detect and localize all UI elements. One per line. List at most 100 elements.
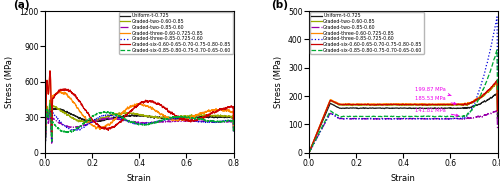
Graded-two-0.85-0.60 bbox=[42, 150, 48, 152]
Uniform-t-0.725 bbox=[190, 116, 196, 118]
Graded-two-0.85-0.60 bbox=[398, 118, 404, 120]
Graded-six-0.85-0.80-0.75-0.70-0.65-0.60 bbox=[42, 150, 48, 152]
Graded-two-0.60-0.85 bbox=[47, 99, 53, 101]
Uniform-t-0.725 bbox=[489, 97, 495, 99]
Graded-two-0.60-0.85 bbox=[306, 151, 312, 153]
Text: (b): (b) bbox=[271, 0, 288, 10]
Y-axis label: Stress (MPa): Stress (MPa) bbox=[274, 56, 282, 108]
Graded-two-0.85-0.60 bbox=[494, 110, 500, 112]
Line: Graded-three-0.60-0.725-0.85: Graded-three-0.60-0.725-0.85 bbox=[45, 71, 234, 149]
Graded-three-0.85-0.725-0.60 bbox=[316, 134, 322, 136]
Graded-six-0.85-0.80-0.75-0.70-0.65-0.60 bbox=[392, 116, 398, 118]
Line: Uniform-t-0.725: Uniform-t-0.725 bbox=[45, 106, 234, 151]
Graded-three-0.60-0.725-0.85 bbox=[230, 126, 236, 129]
Graded-six-0.85-0.80-0.75-0.70-0.65-0.60 bbox=[190, 117, 196, 119]
Graded-two-0.60-0.85 bbox=[489, 87, 495, 89]
Text: 185.53 MPa: 185.53 MPa bbox=[415, 96, 456, 105]
Graded-two-0.60-0.85 bbox=[489, 87, 495, 89]
Graded-two-0.60-0.85 bbox=[129, 112, 135, 115]
Text: 199.87 MPa: 199.87 MPa bbox=[415, 87, 451, 96]
Graded-six-0.85-0.80-0.75-0.70-0.65-0.60 bbox=[225, 119, 231, 121]
Graded-six-0.60-0.65-0.70-0.75-0.80-0.85 bbox=[489, 85, 495, 88]
Y-axis label: Stress (MPa): Stress (MPa) bbox=[5, 56, 14, 108]
Line: Graded-six-0.85-0.80-0.75-0.70-0.65-0.60: Graded-six-0.85-0.80-0.75-0.70-0.65-0.60 bbox=[309, 50, 498, 153]
Graded-three-0.60-0.725-0.85 bbox=[316, 128, 322, 130]
Graded-two-0.85-0.60 bbox=[52, 118, 58, 120]
Graded-three-0.60-0.725-0.85 bbox=[52, 93, 58, 96]
Graded-three-0.85-0.725-0.60 bbox=[392, 117, 398, 120]
Graded-three-0.85-0.725-0.60 bbox=[398, 118, 404, 120]
Legend: Uniform-t-0.725, Graded-two-0.60-0.85, Graded-two-0.85-0.60, Graded-three-0.60-0: Uniform-t-0.725, Graded-two-0.60-0.85, G… bbox=[310, 12, 424, 54]
Graded-three-0.85-0.725-0.60 bbox=[489, 40, 495, 43]
Graded-six-0.85-0.80-0.75-0.70-0.65-0.60 bbox=[225, 119, 231, 121]
Graded-six-0.60-0.65-0.70-0.75-0.80-0.85 bbox=[134, 105, 140, 107]
Line: Graded-three-0.85-0.725-0.60: Graded-three-0.85-0.725-0.60 bbox=[309, 17, 498, 153]
Graded-two-0.85-0.60 bbox=[454, 117, 460, 120]
Graded-six-0.60-0.65-0.70-0.75-0.80-0.85 bbox=[52, 94, 58, 97]
X-axis label: Strain: Strain bbox=[127, 174, 152, 183]
Graded-three-0.60-0.725-0.85 bbox=[47, 70, 53, 72]
Graded-two-0.60-0.85 bbox=[225, 115, 231, 117]
Graded-six-0.60-0.65-0.70-0.75-0.80-0.85 bbox=[494, 109, 500, 112]
Graded-three-0.60-0.725-0.85 bbox=[134, 103, 140, 105]
Graded-three-0.85-0.725-0.60 bbox=[134, 123, 140, 125]
Graded-two-0.60-0.85 bbox=[42, 149, 48, 152]
Graded-three-0.85-0.725-0.60 bbox=[52, 114, 58, 116]
Graded-six-0.60-0.65-0.70-0.75-0.80-0.85 bbox=[316, 128, 322, 130]
Graded-three-0.60-0.725-0.85 bbox=[494, 80, 500, 82]
Line: Graded-three-0.85-0.725-0.60: Graded-three-0.85-0.725-0.60 bbox=[45, 106, 234, 151]
Legend: Uniform-t-0.725, Graded-two-0.60-0.85, Graded-two-0.85-0.60, Graded-three-0.60-0: Uniform-t-0.725, Graded-two-0.60-0.85, G… bbox=[118, 12, 232, 54]
Graded-three-0.60-0.725-0.85 bbox=[42, 148, 48, 150]
Uniform-t-0.725 bbox=[494, 93, 500, 95]
Line: Graded-six-0.60-0.65-0.70-0.75-0.80-0.85: Graded-six-0.60-0.65-0.70-0.75-0.80-0.85 bbox=[45, 71, 234, 149]
Line: Graded-two-0.85-0.60: Graded-two-0.85-0.60 bbox=[309, 111, 498, 153]
Graded-six-0.60-0.65-0.70-0.75-0.80-0.85 bbox=[225, 106, 231, 108]
Graded-six-0.85-0.80-0.75-0.70-0.65-0.60 bbox=[52, 124, 58, 126]
Graded-three-0.85-0.725-0.60 bbox=[230, 132, 236, 134]
Graded-two-0.60-0.85 bbox=[52, 106, 58, 108]
Graded-three-0.60-0.725-0.85 bbox=[225, 109, 231, 111]
Graded-six-0.60-0.65-0.70-0.75-0.80-0.85 bbox=[190, 120, 196, 122]
Uniform-t-0.725 bbox=[489, 97, 495, 99]
Graded-three-0.60-0.725-0.85 bbox=[398, 103, 404, 105]
Line: Uniform-t-0.725: Uniform-t-0.725 bbox=[309, 94, 498, 153]
Text: 141.81 MPa: 141.81 MPa bbox=[415, 108, 459, 116]
Graded-six-0.60-0.65-0.70-0.75-0.80-0.85 bbox=[230, 122, 236, 124]
Uniform-t-0.725 bbox=[134, 115, 140, 117]
Graded-six-0.85-0.80-0.75-0.70-0.65-0.60 bbox=[489, 65, 495, 67]
Line: Graded-two-0.60-0.85: Graded-two-0.60-0.85 bbox=[309, 83, 498, 152]
Graded-six-0.85-0.80-0.75-0.70-0.65-0.60 bbox=[316, 133, 322, 135]
Graded-two-0.60-0.85 bbox=[230, 129, 236, 131]
Graded-two-0.60-0.85 bbox=[134, 113, 140, 115]
Graded-three-0.85-0.725-0.60 bbox=[225, 120, 231, 122]
Graded-two-0.85-0.60 bbox=[392, 118, 398, 120]
Uniform-t-0.725 bbox=[454, 107, 460, 109]
Graded-three-0.60-0.725-0.85 bbox=[392, 103, 398, 105]
Graded-two-0.85-0.60 bbox=[316, 134, 322, 136]
Graded-six-0.60-0.65-0.70-0.75-0.80-0.85 bbox=[42, 148, 48, 150]
Graded-six-0.60-0.65-0.70-0.75-0.80-0.85 bbox=[489, 86, 495, 88]
Graded-two-0.85-0.60 bbox=[306, 151, 312, 154]
Graded-three-0.85-0.725-0.60 bbox=[42, 150, 48, 152]
Uniform-t-0.725 bbox=[52, 108, 58, 110]
Graded-six-0.60-0.65-0.70-0.75-0.80-0.85 bbox=[225, 106, 231, 108]
X-axis label: Strain: Strain bbox=[391, 174, 415, 183]
Graded-two-0.85-0.60 bbox=[230, 132, 236, 134]
Graded-six-0.60-0.65-0.70-0.75-0.80-0.85 bbox=[398, 103, 404, 106]
Graded-two-0.85-0.60 bbox=[190, 120, 196, 122]
Graded-six-0.85-0.80-0.75-0.70-0.65-0.60 bbox=[134, 123, 140, 125]
Graded-six-0.60-0.65-0.70-0.75-0.80-0.85 bbox=[494, 79, 500, 82]
Uniform-t-0.725 bbox=[316, 129, 322, 131]
Graded-six-0.60-0.65-0.70-0.75-0.80-0.85 bbox=[392, 103, 398, 106]
Uniform-t-0.725 bbox=[494, 117, 500, 119]
Uniform-t-0.725 bbox=[225, 116, 231, 118]
Graded-six-0.85-0.80-0.75-0.70-0.65-0.60 bbox=[47, 102, 53, 105]
Graded-three-0.85-0.725-0.60 bbox=[489, 41, 495, 43]
Graded-six-0.60-0.65-0.70-0.75-0.80-0.85 bbox=[129, 108, 135, 111]
Graded-six-0.85-0.80-0.75-0.70-0.65-0.60 bbox=[454, 115, 460, 118]
Graded-three-0.60-0.725-0.85 bbox=[190, 116, 196, 118]
Graded-three-0.85-0.725-0.60 bbox=[225, 119, 231, 122]
Uniform-t-0.725 bbox=[230, 130, 236, 132]
Graded-two-0.85-0.60 bbox=[489, 112, 495, 114]
Graded-three-0.60-0.725-0.85 bbox=[489, 86, 495, 88]
